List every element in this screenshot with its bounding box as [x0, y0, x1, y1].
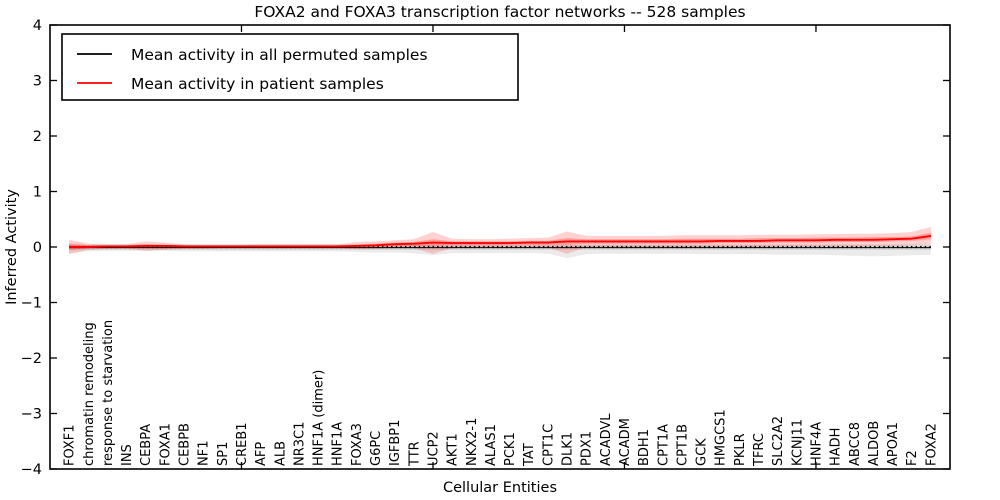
- x-axis-label: Cellular Entities: [443, 480, 557, 496]
- category-label: PCK1: [503, 432, 518, 466]
- category-label: HNF4A: [810, 422, 825, 466]
- category-label: CREB1: [235, 422, 250, 466]
- category-label: chromatin remodeling: [82, 322, 97, 466]
- category-label: HADH: [829, 428, 844, 466]
- category-label: PDX1: [580, 431, 595, 466]
- legend-label-patient: Mean activity in patient samples: [131, 75, 384, 93]
- category-label: SLC2A2: [771, 416, 786, 466]
- category-label: FOXF1: [63, 424, 78, 466]
- category-label: ALDOB: [867, 421, 882, 466]
- category-label: TAT: [522, 443, 537, 467]
- category-label: TTR: [407, 441, 422, 467]
- category-label: INS: [120, 444, 135, 466]
- category-label: DLK1: [561, 432, 576, 466]
- chart-title: FOXA2 and FOXA3 transcription factor net…: [254, 3, 745, 21]
- category-labels: FOXF1 chromatin remodeling response to sta…: [63, 320, 940, 467]
- category-label: CPT1B: [675, 424, 690, 466]
- category-label: HNF1A (dimer): [312, 370, 327, 466]
- category-label: NR3C1: [292, 422, 307, 466]
- category-label: FOXA1: [158, 423, 173, 466]
- category-label: F2: [905, 450, 920, 466]
- category-label: IGFBP1: [388, 420, 403, 466]
- category-label: CPT1A: [656, 424, 671, 466]
- y-tick-label: 1: [33, 185, 42, 201]
- category-label: NKX2-1: [465, 418, 480, 466]
- category-label: ACADVL: [599, 413, 614, 466]
- category-label: APOA1: [886, 422, 901, 466]
- y-tick-label: 2: [33, 129, 42, 145]
- category-label: FOXA2: [924, 423, 939, 466]
- y-tick-label: −3: [21, 407, 42, 423]
- category-label: NF1: [197, 441, 212, 466]
- category-label: CEBPB: [178, 423, 193, 466]
- y-axis-label: Inferred Activity: [4, 189, 20, 305]
- axis-ticks: [50, 24, 950, 470]
- category-label: HNF1A: [331, 422, 346, 466]
- category-label: AKT1: [446, 433, 461, 466]
- category-label: G6PC: [369, 431, 384, 466]
- category-label: SP1: [216, 442, 231, 466]
- category-label: ACADM: [618, 418, 633, 466]
- patient-mean-line: [69, 234, 932, 248]
- category-label: ALAS1: [484, 424, 499, 466]
- category-label: CEBPA: [139, 424, 154, 466]
- legend-box: [61, 33, 519, 101]
- y-tick-label: −4: [21, 462, 42, 478]
- y-tick-label: 4: [33, 18, 42, 34]
- category-label: TFRC: [752, 433, 767, 467]
- y-tick-label: −1: [21, 296, 42, 312]
- legend-label-permuted: Mean activity in all permuted samples: [131, 46, 428, 64]
- y-tick-labels: 4 3 2 1 0 −1 −2 −3 −4: [21, 18, 42, 478]
- y-tick-label: 3: [33, 74, 42, 90]
- category-label: KCNJ11: [790, 419, 805, 466]
- category-label: HMGCS1: [714, 409, 729, 466]
- legend: Mean activity in all permuted samples Me…: [61, 33, 519, 101]
- category-label: PKLR: [733, 433, 748, 466]
- category-label: GCK: [695, 438, 710, 466]
- category-label: response to starvation: [101, 320, 116, 466]
- category-label: ABCC8: [848, 422, 863, 466]
- category-label: AFP: [254, 442, 269, 466]
- category-label: FOXA3: [350, 423, 365, 466]
- y-tick-label: 0: [33, 240, 42, 256]
- category-label: CPT1C: [541, 424, 556, 466]
- category-label: UCP2: [427, 431, 442, 466]
- category-label: BDH1: [637, 429, 652, 466]
- series-lines: [69, 234, 932, 249]
- category-label: ALB: [273, 441, 288, 466]
- y-tick-label: −2: [21, 351, 42, 367]
